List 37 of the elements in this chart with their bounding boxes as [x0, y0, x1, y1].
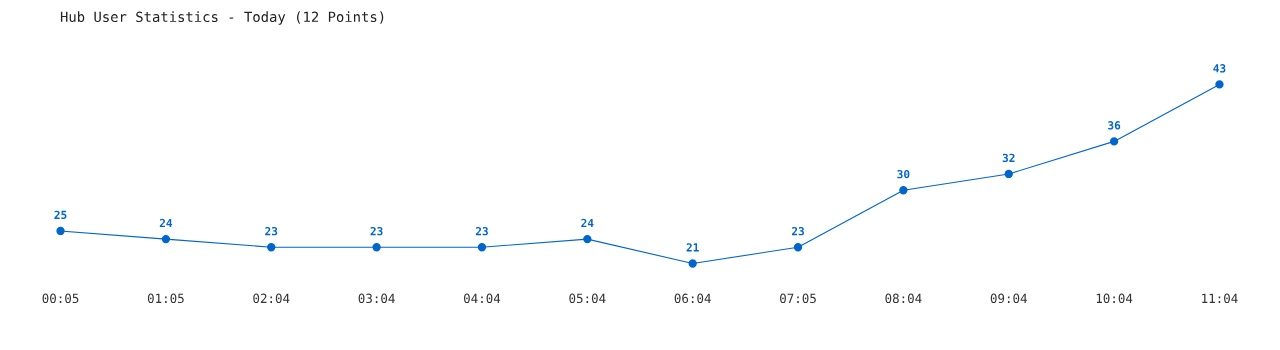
point	[56, 226, 65, 236]
data-label: 23	[475, 226, 488, 236]
data-label: 21	[686, 243, 699, 252]
chart-title: Hub User Statistics - Today (12 Points)	[60, 11, 384, 25]
point	[1109, 137, 1119, 146]
x-tick-label: 11:04	[1202, 293, 1238, 304]
point	[899, 186, 908, 195]
point	[477, 243, 487, 252]
point	[688, 259, 697, 268]
x-tick-label: 07:05	[780, 293, 816, 304]
data-label: 23	[265, 226, 278, 236]
point	[1004, 169, 1013, 179]
point	[1215, 80, 1224, 89]
x-tick-label: 00:05	[42, 293, 79, 304]
x-tick-label: 03:04	[358, 293, 395, 304]
point	[583, 234, 592, 244]
data-label: 23	[370, 226, 383, 236]
x-tick-label: 06:04	[674, 293, 711, 304]
x-tick-label: 10:04	[1096, 293, 1133, 304]
point	[793, 243, 803, 252]
point	[372, 243, 381, 252]
data-label: 23	[791, 226, 804, 236]
x-tick-label: 01:05	[147, 293, 184, 304]
x-tick-label: 02:04	[253, 293, 290, 304]
data-label: 24	[581, 218, 594, 228]
x-tick-label: 08:04	[885, 293, 922, 304]
x-tick-label: 09:04	[990, 293, 1027, 304]
data-label: 32	[1002, 153, 1015, 163]
point	[267, 243, 276, 252]
data-label: 25	[54, 210, 67, 220]
data-label: 30	[897, 169, 910, 179]
point	[161, 234, 171, 244]
x-tick-label: 04:04	[463, 293, 501, 304]
data-label: 36	[1108, 121, 1121, 130]
data-label: 43	[1213, 64, 1226, 73]
x-tick-label: 05:04	[569, 293, 606, 304]
data-label: 24	[159, 218, 173, 228]
